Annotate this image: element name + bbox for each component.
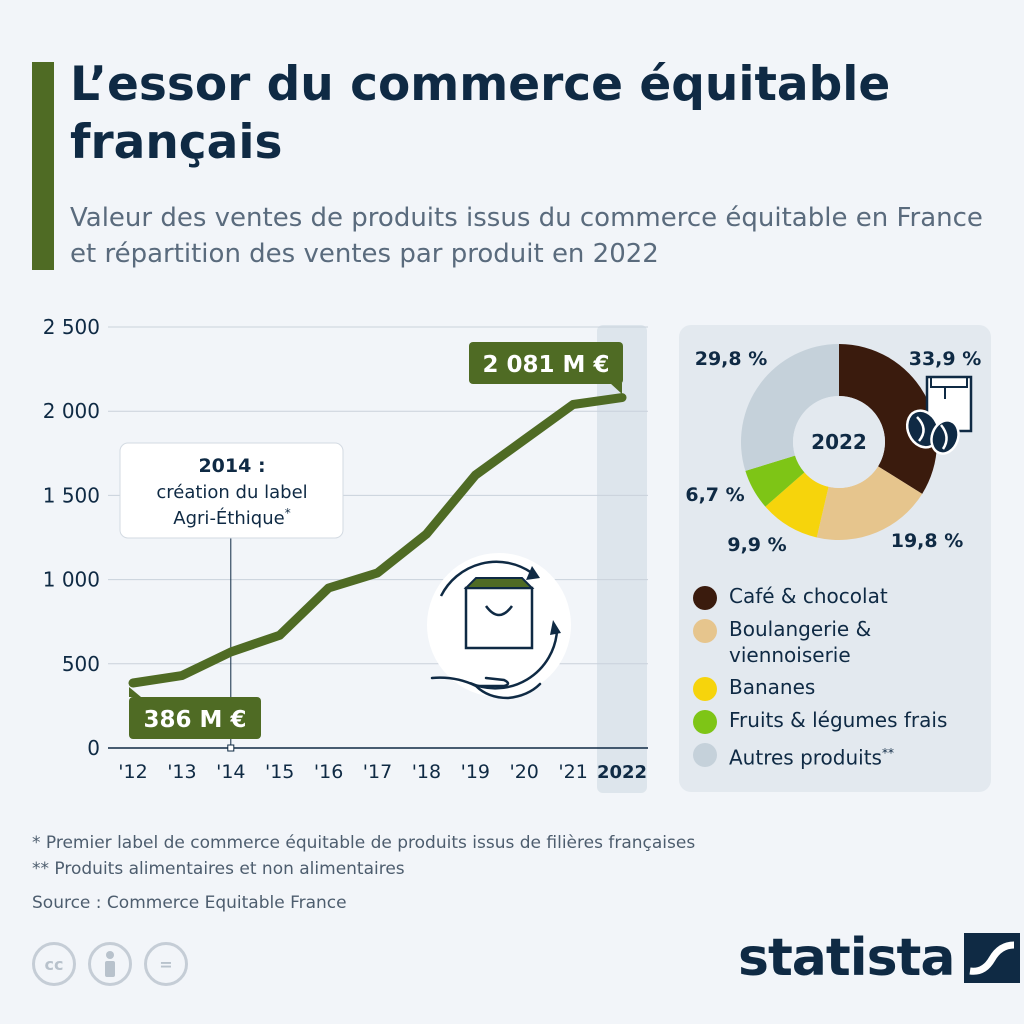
x-tick-label: '16 <box>314 761 343 783</box>
y-tick-label: 0 <box>87 736 100 760</box>
series-line <box>128 393 627 688</box>
license-icons: cc = <box>32 942 200 986</box>
chart-subtitle: Valeur des ventes de produits issus du c… <box>70 203 983 269</box>
donut-slice <box>839 344 937 494</box>
slice-label: 6,7 % <box>685 484 744 506</box>
donut-slice <box>741 344 839 471</box>
x-tick-label: '14 <box>216 761 245 783</box>
footnotes: * Premier label de commerce équitable de… <box>32 830 972 916</box>
slice-labels: 33,9 % 19,8 % 9,9 % 6,7 % 29,8 % <box>685 348 981 556</box>
legend-item: Café & chocolat <box>693 583 991 610</box>
no-derivatives-icon[interactable]: = <box>144 942 188 986</box>
donut-chart: 2022 33,9 % 19,8 % 9,9 % 6,7 % 29,8 % <box>685 344 981 556</box>
legend-label: Autres produits** <box>729 740 894 771</box>
donut-slices <box>741 344 937 540</box>
last-value-text: 2 081 M € <box>483 352 610 378</box>
x-tick-labels: '12 '13 '14 '15 '16 '17 '18 '19 '20 '21 2022 <box>118 761 647 783</box>
x-tick-label: '17 <box>363 761 392 783</box>
annotation-marker <box>227 744 235 752</box>
shopping-bag-recycle-icon <box>427 553 571 700</box>
legend-label: Bananes <box>729 674 815 700</box>
legend-label: Fruits & légumes frais <box>729 707 947 733</box>
cc-icon[interactable]: cc <box>32 942 76 986</box>
y-tick-label: 1 000 <box>43 568 100 592</box>
x-tick-label: '15 <box>265 761 294 783</box>
first-value-text: 386 M € <box>144 707 247 733</box>
legend-label-line2: viennoiserie <box>729 643 851 667</box>
last-value-label: 2 081 M € <box>469 342 623 394</box>
legend-swatch <box>693 710 717 734</box>
legend-label: Café & chocolat <box>729 583 888 609</box>
x-tick-label: '18 <box>412 761 441 783</box>
legend-label-line1: Café & chocolat <box>729 584 888 608</box>
x-tick-label: '12 <box>118 761 147 783</box>
y-tick-label: 2 500 <box>43 315 100 339</box>
distribution-panel: 2022 33,9 % 19,8 % 9,9 % 6,7 % 29,8 % Café &… <box>679 325 991 792</box>
annotation-line1: création du label <box>156 482 307 503</box>
x-tick-label: '13 <box>167 761 196 783</box>
donut-center-label: 2022 <box>811 430 867 454</box>
legend-swatch <box>693 677 717 701</box>
legend-item: Autres produits** <box>693 740 991 771</box>
annotation-box: 2014 : création du label Agri-Éthique* <box>119 442 344 539</box>
legend-label-line1: Autres produits <box>729 745 882 770</box>
legend-label-mark: ** <box>881 746 894 760</box>
x-tick-label: 2022 <box>597 762 647 783</box>
donut-hole <box>793 396 885 488</box>
legend-swatch <box>693 743 717 767</box>
title-accent-bar <box>32 62 54 270</box>
x-tick-label: '19 <box>461 761 490 783</box>
legend-label: Boulangerie & viennoiserie <box>729 616 871 668</box>
annotation-line2: Agri-Éthique* <box>173 506 290 529</box>
annotation-mark: * <box>285 506 291 520</box>
legend-item: Bananes <box>693 674 991 701</box>
donut-slice <box>745 455 805 507</box>
source-line: Source : Commerce Equitable France <box>32 893 347 913</box>
legend-swatch <box>693 619 717 643</box>
legend-label-line1: Boulangerie & <box>729 617 872 641</box>
legend-item: Fruits & légumes frais <box>693 707 991 734</box>
annotation-year: 2014 : <box>198 455 265 477</box>
footnote-2: ** Produits alimentaires et non alimenta… <box>32 859 405 879</box>
slice-label: 19,8 % <box>891 530 964 552</box>
line-chart: 0 500 1 000 1 500 2 000 2 500 '12 '13 '14 '15 '16… <box>43 315 648 793</box>
y-tick-labels: 0 500 1 000 1 500 2 000 2 500 <box>43 315 100 760</box>
legend-item: Boulangerie & viennoiserie <box>693 616 991 668</box>
legend-label-line1: Fruits & légumes frais <box>729 708 948 732</box>
donut-slice <box>816 466 923 540</box>
legend: Café & chocolat Boulangerie & viennoiserie… <box>693 583 991 777</box>
highlight-band-2022 <box>597 325 647 793</box>
x-tick-label: '20 <box>509 761 538 783</box>
coffee-bag-beans-icon <box>905 375 973 455</box>
slice-label: 9,9 % <box>727 534 786 556</box>
footnote-1: * Premier label de commerce équitable de… <box>32 833 696 853</box>
legend-swatch <box>693 586 717 610</box>
y-tick-label: 2 000 <box>43 399 100 423</box>
annotation-line2-text: Agri-Éthique <box>173 507 284 529</box>
x-tick-label: '21 <box>558 761 587 783</box>
y-tick-label: 1 500 <box>43 483 100 507</box>
chart-title: L’essor du commerce équitable français <box>70 57 891 170</box>
slice-label: 29,8 % <box>695 348 768 370</box>
attribution-icon[interactable] <box>88 942 132 986</box>
brand-name: statista <box>738 928 955 988</box>
statista-logo-icon <box>964 933 1021 983</box>
first-value-label: 386 M € <box>129 687 261 739</box>
legend-label-line1: Bananes <box>729 675 816 699</box>
y-tick-label: 500 <box>62 652 100 676</box>
donut-slice <box>765 472 829 538</box>
brand[interactable]: statista <box>738 928 1021 988</box>
slice-label: 33,9 % <box>909 348 982 370</box>
